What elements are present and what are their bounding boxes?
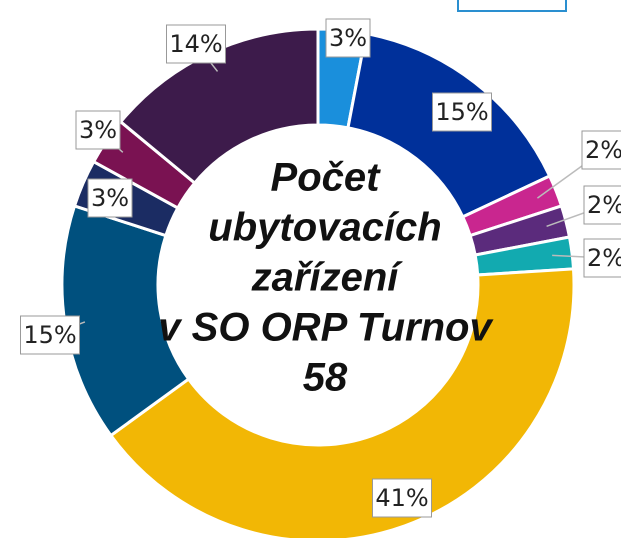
data-label: 2% bbox=[587, 244, 621, 272]
data-label: 2% bbox=[587, 191, 621, 219]
data-label: 15% bbox=[435, 98, 488, 126]
data-label: 3% bbox=[79, 116, 117, 144]
label-box bbox=[325, 18, 371, 58]
label-box bbox=[87, 178, 133, 218]
labels: 3% 15% 2% 2% 2% 41% 15% 3% 3% 14% bbox=[20, 18, 621, 518]
label-box bbox=[20, 315, 80, 355]
label-box bbox=[75, 110, 121, 150]
total: 58 bbox=[303, 356, 348, 400]
label-box bbox=[581, 130, 621, 170]
data-label: 15% bbox=[23, 321, 76, 349]
center-text: Počet ubytovacích zařízení v SO ORP Turnov 5… bbox=[158, 156, 494, 400]
chart-title: zařízení bbox=[251, 256, 404, 300]
data-label: 14% bbox=[169, 30, 222, 58]
label-box bbox=[583, 185, 621, 225]
data-label: 2% bbox=[585, 136, 621, 164]
data-label: 3% bbox=[91, 184, 129, 212]
data-label: 41% bbox=[375, 484, 428, 512]
label-box bbox=[166, 24, 226, 64]
legend-frame bbox=[457, 0, 567, 12]
label-box bbox=[372, 478, 432, 518]
data-label: 3% bbox=[329, 24, 367, 52]
donut-segment bbox=[108, 267, 576, 538]
chart-title: v SO ORP Turnov bbox=[158, 306, 494, 350]
chart-title: Počet bbox=[271, 156, 382, 200]
donut-segment bbox=[118, 27, 320, 186]
label-box bbox=[432, 92, 492, 132]
label-box bbox=[583, 238, 621, 278]
chart-title: ubytovacích bbox=[208, 206, 441, 250]
